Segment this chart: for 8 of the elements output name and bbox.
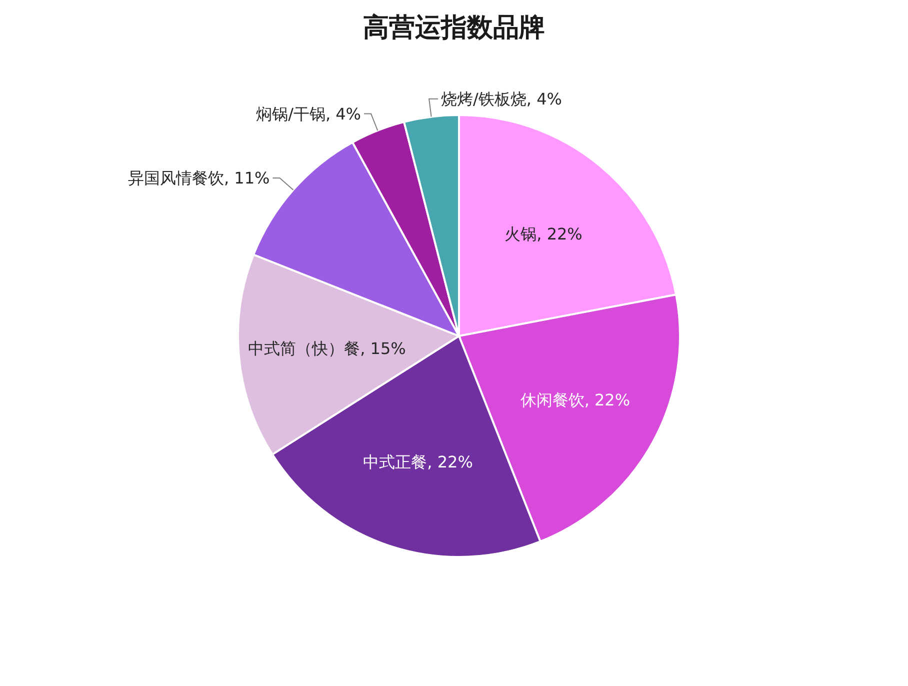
slice-label: 烧烤/铁板烧, 4% [441, 89, 562, 108]
slice-label: 休闲餐饮, 22% [520, 390, 630, 410]
chart-title: 高营运指数品牌 [362, 12, 546, 45]
slice-label: 异国风情餐饮, 11% [128, 168, 270, 188]
slice-label: 中式简（快）餐, 15% [248, 338, 406, 358]
slice-label: 中式正餐, 22% [363, 452, 473, 472]
slice-label: 火锅, 22% [504, 224, 582, 244]
slice-label: 焖锅/干锅, 4% [256, 104, 362, 124]
